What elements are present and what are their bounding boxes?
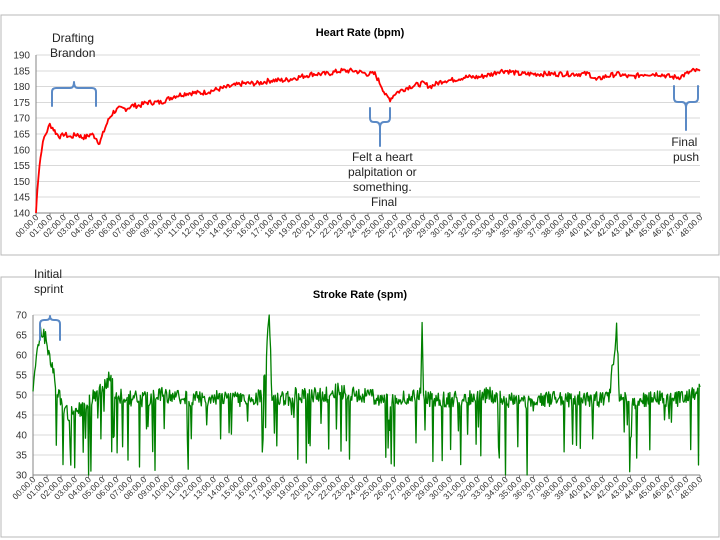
stroke-rate-y-tick-label: 30 <box>16 471 28 482</box>
heart-rate-y-tick-label: 160 <box>13 145 30 156</box>
heart-rate-y-tick-label: 145 <box>13 193 30 204</box>
stroke-rate-y-tick-label: 70 <box>16 311 28 322</box>
stroke-rate-y-tick-label: 50 <box>16 391 28 402</box>
drafting-annotation-line: Brandon <box>50 46 95 60</box>
heart-rate-y-tick-label: 185 <box>13 66 30 77</box>
palpitation-annotation: Felt a heart palpitation or something. F… <box>348 150 420 209</box>
palpitation-brace <box>369 107 391 147</box>
stroke-rate-series-line <box>32 314 701 476</box>
heart-rate-chart: Heart Rate (bpm) 140 145 150 155 160 165 170 17… <box>0 14 720 256</box>
stroke-rate-title: Stroke Rate (spm) <box>313 289 407 301</box>
final-push-annotation-line: Final <box>671 135 697 149</box>
heart-rate-y-tick-label: 165 <box>13 130 30 141</box>
stroke-rate-annotations: Initial sprint <box>34 267 65 341</box>
palpitation-annotation-line: Felt a heart <box>352 150 413 164</box>
stroke-rate-y-tick-label: 55 <box>16 371 28 382</box>
heart-rate-y-ticks: 140 145 150 155 160 165 170 175 180 185 190 <box>13 51 30 220</box>
heart-rate-annotations: Drafting Brandon Felt a heart palpitatio… <box>50 31 700 209</box>
drafting-annotation: Drafting Brandon <box>50 31 97 60</box>
stroke-rate-y-tick-label: 40 <box>16 431 28 442</box>
heart-rate-series <box>35 67 701 214</box>
stroke-rate-y-tick-label: 45 <box>16 411 28 422</box>
heart-rate-title: Heart Rate (bpm) <box>316 27 405 39</box>
heart-rate-y-tick-label: 180 <box>13 82 30 93</box>
heart-rate-y-tick-label: 155 <box>13 161 30 172</box>
stroke-rate-y-tick-label: 65 <box>16 331 28 342</box>
final-push-annotation-line: push <box>673 150 699 164</box>
stroke-rate-y-tick-label: 35 <box>16 451 28 462</box>
palpitation-annotation-line: palpitation or <box>348 165 417 179</box>
palpitation-annotation-line: Final <box>371 195 397 209</box>
heart-rate-y-tick-label: 140 <box>13 209 30 220</box>
drafting-brace <box>51 81 97 107</box>
stroke-rate-series <box>32 314 701 476</box>
final-push-annotation: Final push <box>671 135 700 164</box>
palpitation-annotation-line: something. <box>353 180 412 194</box>
heart-rate-series-line <box>35 67 701 214</box>
initial-sprint-annotation: Initial sprint <box>34 267 65 296</box>
stroke-rate-y-ticks: 30 35 40 45 50 55 60 65 70 <box>16 311 28 482</box>
heart-rate-y-tick-label: 170 <box>13 114 30 125</box>
drafting-annotation-line: Drafting <box>52 31 94 45</box>
initial-sprint-brace <box>39 315 61 341</box>
final-push-brace <box>673 85 699 131</box>
heart-rate-y-tick-label: 190 <box>13 51 30 62</box>
stroke-rate-y-tick-label: 60 <box>16 351 28 362</box>
initial-sprint-annotation-line: Initial <box>34 267 62 281</box>
heart-rate-y-tick-label: 175 <box>13 98 30 109</box>
initial-sprint-annotation-line: sprint <box>34 282 64 296</box>
heart-rate-y-tick-label: 150 <box>13 177 30 188</box>
